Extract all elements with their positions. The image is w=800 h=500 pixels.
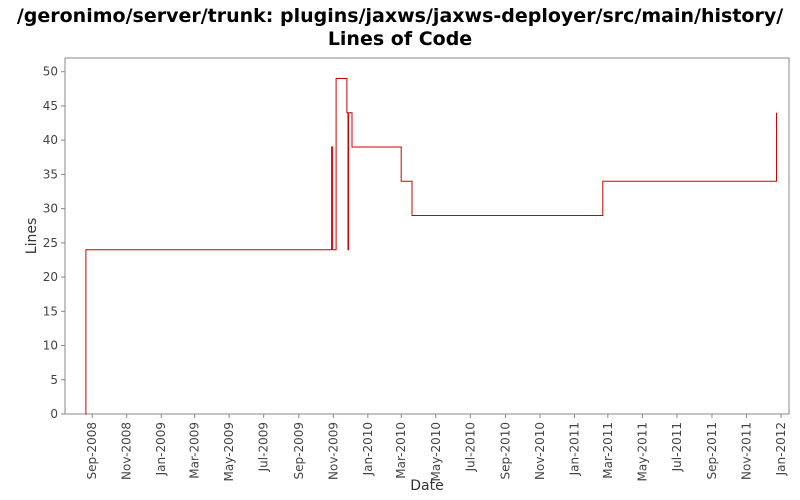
x-tick-label: Jan-2012 bbox=[774, 422, 788, 476]
x-tick-label: Jan-2010 bbox=[361, 422, 375, 476]
chart-title-line2: Lines of Code bbox=[327, 28, 473, 50]
x-tick-label: Nov-2008 bbox=[120, 422, 134, 480]
y-tick-label: 0 bbox=[50, 407, 58, 421]
x-tick-label: Sep-2010 bbox=[498, 422, 512, 480]
y-tick-label: 10 bbox=[43, 339, 58, 353]
y-tick-label: 5 bbox=[50, 373, 58, 387]
y-axis: 0 5 10 15 20 25 30 35 40 45 50 bbox=[43, 65, 65, 421]
x-tick-label: Sep-2009 bbox=[292, 422, 306, 480]
y-tick-label: 15 bbox=[43, 304, 58, 318]
x-tick-label: Nov-2010 bbox=[533, 422, 547, 480]
chart-title-line1: /geronimo/server/trunk: plugins/jaxws/ja… bbox=[16, 5, 784, 27]
y-tick-label: 30 bbox=[43, 202, 58, 216]
y-tick-label: 45 bbox=[43, 99, 58, 113]
x-axis: Sep-2008 Nov-2008 Jan-2009 Mar-2009 May-2009… bbox=[85, 414, 788, 481]
x-tick-label: May-2009 bbox=[222, 422, 236, 481]
x-tick-label: Jan-2009 bbox=[154, 422, 168, 476]
x-tick-label: Jul-2011 bbox=[670, 422, 684, 472]
plot-frame bbox=[64, 57, 790, 415]
series-line-lines-of-code bbox=[85, 78, 777, 415]
x-tick-label: Mar-2010 bbox=[394, 422, 408, 479]
x-tick-label: Jan-2011 bbox=[567, 422, 581, 476]
y-tick-label: 40 bbox=[43, 133, 58, 147]
y-tick-label: 20 bbox=[43, 270, 58, 284]
y-tick-label: 25 bbox=[43, 236, 58, 250]
x-tick-label: Nov-2011 bbox=[740, 422, 754, 480]
x-tick-label: May-2010 bbox=[429, 422, 443, 481]
y-tick-label: 50 bbox=[43, 65, 58, 79]
x-tick-label: Jul-2010 bbox=[463, 422, 477, 472]
x-tick-label: May-2011 bbox=[635, 422, 649, 481]
x-axis-label: Date bbox=[410, 478, 443, 494]
x-tick-label: Mar-2009 bbox=[188, 422, 202, 479]
x-tick-label: Mar-2011 bbox=[601, 422, 615, 479]
x-tick-label: Nov-2009 bbox=[326, 422, 340, 480]
y-tick-label: 35 bbox=[43, 167, 58, 181]
x-tick-label: Sep-2008 bbox=[85, 422, 99, 480]
x-tick-label: Jul-2009 bbox=[257, 422, 271, 472]
y-axis-label: Lines bbox=[24, 218, 40, 254]
x-tick-label: Sep-2011 bbox=[705, 422, 719, 480]
